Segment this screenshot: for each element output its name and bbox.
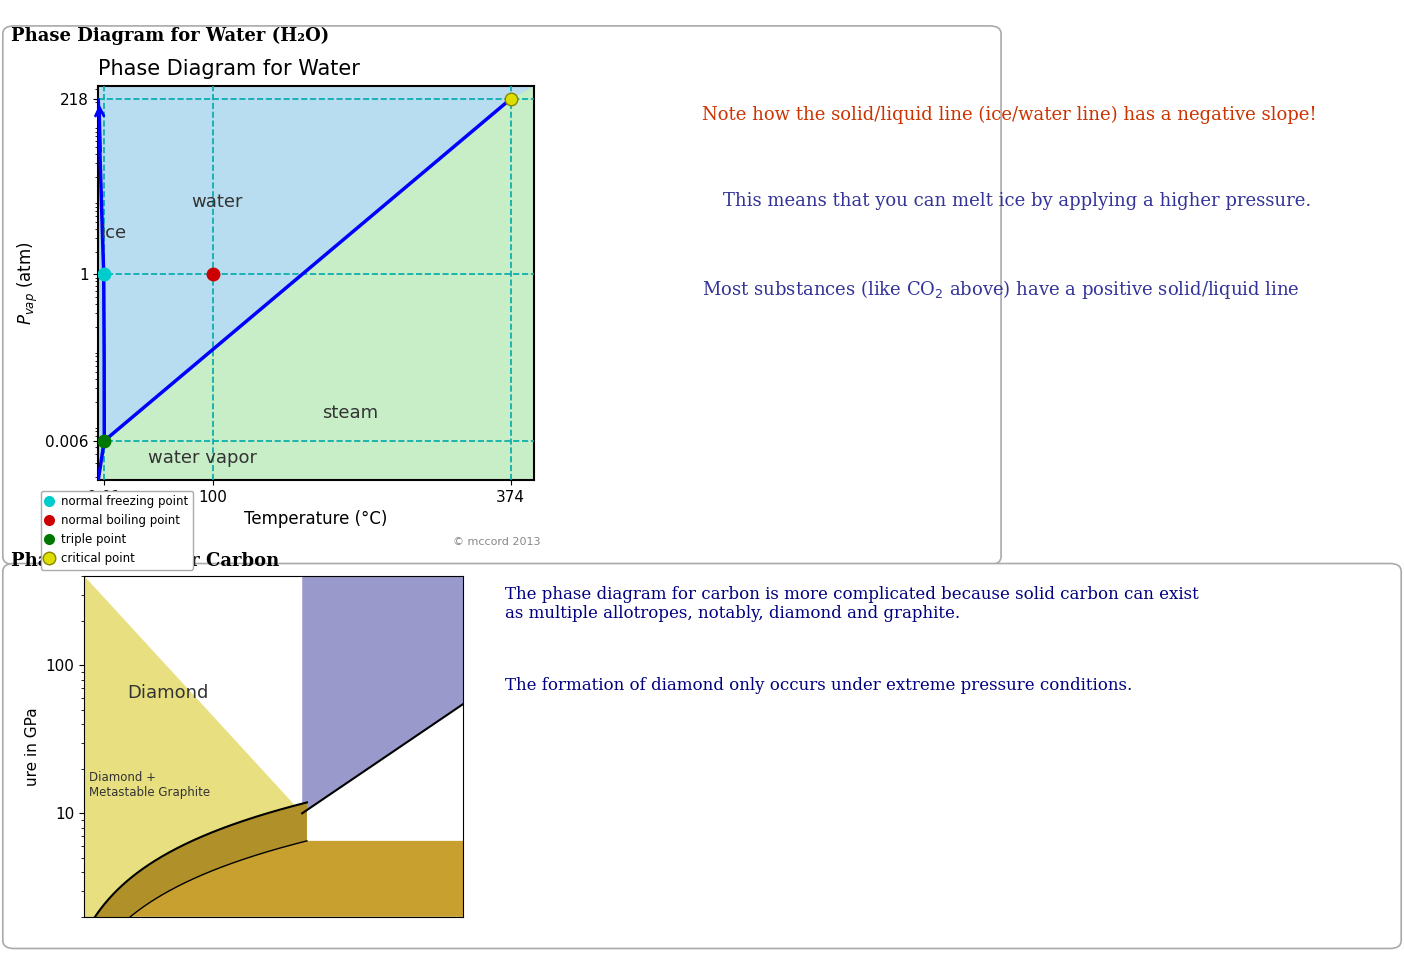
- Text: steam: steam: [322, 404, 378, 422]
- Polygon shape: [98, 86, 534, 441]
- X-axis label: Temperature (°C): Temperature (°C): [244, 511, 388, 528]
- Text: Phase Diagram for Water (H₂O): Phase Diagram for Water (H₂O): [11, 27, 330, 45]
- Legend: normal freezing point, normal boiling point, triple point, critical point: normal freezing point, normal boiling po…: [41, 491, 192, 570]
- Text: © mccord 2013: © mccord 2013: [453, 538, 541, 547]
- Y-axis label: $P_{vap}$ (atm): $P_{vap}$ (atm): [15, 241, 39, 325]
- Polygon shape: [84, 803, 307, 960]
- Text: The phase diagram for carbon is more complicated because solid carbon can exist
: The phase diagram for carbon is more com…: [505, 586, 1199, 622]
- Text: Diamond +
Metastable Graphite: Diamond + Metastable Graphite: [88, 772, 211, 800]
- Text: Most substances (like CO$_2$ above) have a positive solid/liquid line: Most substances (like CO$_2$ above) have…: [702, 278, 1300, 301]
- Text: water: water: [191, 193, 243, 210]
- Text: Phase Diagram for Water: Phase Diagram for Water: [98, 60, 361, 80]
- Text: ice: ice: [101, 225, 126, 243]
- Polygon shape: [98, 86, 534, 480]
- Text: water vapor: water vapor: [147, 449, 257, 468]
- Text: Note how the solid/liquid line (ice/water line) has a negative slope!: Note how the solid/liquid line (ice/wate…: [702, 106, 1317, 124]
- Text: This means that you can melt ice by applying a higher pressure.: This means that you can melt ice by appl…: [723, 192, 1311, 210]
- Y-axis label: ure in GPa: ure in GPa: [25, 708, 41, 785]
- Polygon shape: [302, 576, 463, 813]
- Text: Diamond: Diamond: [126, 684, 208, 702]
- Polygon shape: [98, 86, 104, 480]
- Text: Phase Diagram for Carbon: Phase Diagram for Carbon: [11, 552, 279, 570]
- Polygon shape: [84, 576, 463, 917]
- Polygon shape: [84, 841, 463, 960]
- Text: The formation of diamond only occurs under extreme pressure conditions.: The formation of diamond only occurs und…: [505, 677, 1133, 694]
